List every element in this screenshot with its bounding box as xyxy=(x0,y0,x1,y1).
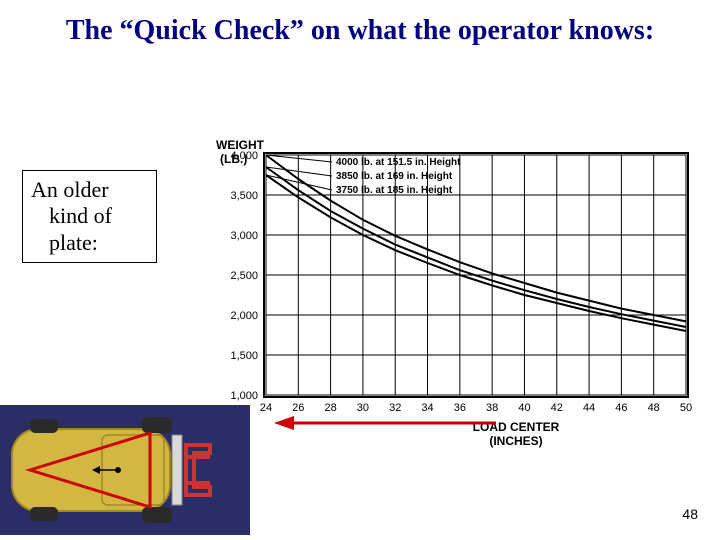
svg-text:34: 34 xyxy=(421,402,433,414)
svg-text:40: 40 xyxy=(518,402,530,414)
svg-text:26: 26 xyxy=(292,402,304,414)
annotation-line-2: kind of xyxy=(31,203,148,229)
svg-text:2,500: 2,500 xyxy=(230,270,258,282)
svg-text:44: 44 xyxy=(583,402,595,414)
svg-text:3850 lb. at 169 in. Height: 3850 lb. at 169 in. Height xyxy=(336,171,453,182)
svg-text:1,000: 1,000 xyxy=(230,390,258,402)
annotation-box: An older kind of plate: xyxy=(22,170,157,263)
svg-text:36: 36 xyxy=(454,402,466,414)
svg-text:3,500: 3,500 xyxy=(230,190,258,202)
svg-text:(LB.): (LB.) xyxy=(220,152,247,166)
svg-text:3,000: 3,000 xyxy=(230,230,258,242)
page-number: 48 xyxy=(682,506,698,522)
svg-text:30: 30 xyxy=(357,402,369,414)
svg-text:1,500: 1,500 xyxy=(230,350,258,362)
svg-text:WEIGHT: WEIGHT xyxy=(216,138,265,152)
svg-text:(INCHES): (INCHES) xyxy=(489,434,542,448)
svg-text:28: 28 xyxy=(324,402,336,414)
svg-text:24: 24 xyxy=(260,402,272,414)
svg-text:32: 32 xyxy=(389,402,401,414)
forklift-diagram xyxy=(0,405,250,535)
svg-text:46: 46 xyxy=(615,402,627,414)
svg-text:2,000: 2,000 xyxy=(230,310,258,322)
svg-text:4000 lb. at 151.5 in. Height: 4000 lb. at 151.5 in. Height xyxy=(336,157,461,168)
annotation-line-3: plate: xyxy=(31,230,148,256)
svg-text:42: 42 xyxy=(551,402,563,414)
svg-text:3750 lb. at 185 in. Height: 3750 lb. at 185 in. Height xyxy=(336,185,453,196)
slide-title: The “Quick Check” on what the operator k… xyxy=(0,0,720,48)
annotation-line-1: An older xyxy=(31,177,109,202)
svg-text:38: 38 xyxy=(486,402,498,414)
svg-text:50: 50 xyxy=(680,402,692,414)
svg-text:48: 48 xyxy=(648,402,660,414)
load-capacity-chart: 24 26 28 30 32 34 36 38 40 42 44 46 48 50 1,000 1,500 2,… xyxy=(186,135,698,465)
